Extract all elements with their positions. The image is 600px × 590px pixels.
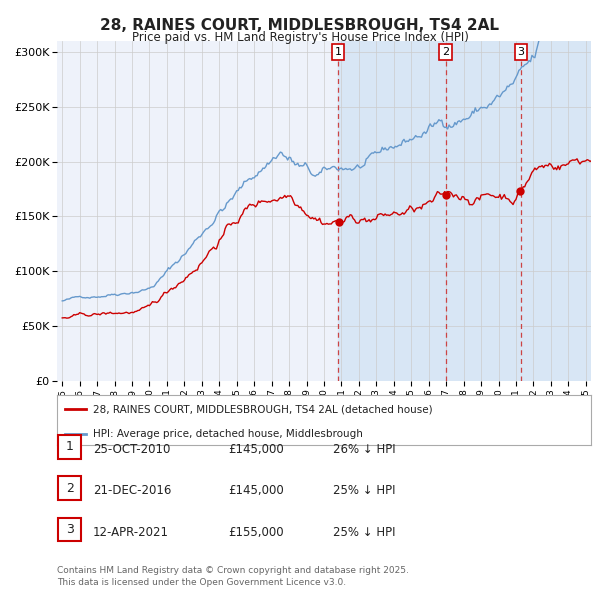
Text: 25% ↓ HPI: 25% ↓ HPI [333, 484, 395, 497]
Text: 1: 1 [335, 47, 341, 57]
Text: Contains HM Land Registry data © Crown copyright and database right 2025.
This d: Contains HM Land Registry data © Crown c… [57, 566, 409, 587]
Text: £155,000: £155,000 [228, 526, 284, 539]
FancyBboxPatch shape [58, 476, 81, 500]
Text: 2: 2 [442, 47, 449, 57]
FancyBboxPatch shape [58, 435, 81, 459]
Text: 3: 3 [65, 523, 74, 536]
Text: 1: 1 [65, 440, 74, 454]
Text: 28, RAINES COURT, MIDDLESBROUGH, TS4 2AL (detached house): 28, RAINES COURT, MIDDLESBROUGH, TS4 2AL… [94, 404, 433, 414]
FancyBboxPatch shape [58, 517, 81, 542]
Text: 25% ↓ HPI: 25% ↓ HPI [333, 526, 395, 539]
Text: £145,000: £145,000 [228, 443, 284, 456]
Text: 2: 2 [65, 481, 74, 495]
Text: 28, RAINES COURT, MIDDLESBROUGH, TS4 2AL: 28, RAINES COURT, MIDDLESBROUGH, TS4 2AL [101, 18, 499, 32]
Bar [338, 41, 600, 381]
Text: HPI: Average price, detached house, Middlesbrough: HPI: Average price, detached house, Midd… [94, 430, 363, 440]
Text: Price paid vs. HM Land Registry's House Price Index (HPI): Price paid vs. HM Land Registry's House … [131, 31, 469, 44]
Text: 12-APR-2021: 12-APR-2021 [93, 526, 169, 539]
Text: 3: 3 [517, 47, 524, 57]
Text: 26% ↓ HPI: 26% ↓ HPI [333, 443, 395, 456]
Text: 25-OCT-2010: 25-OCT-2010 [93, 443, 170, 456]
Text: £145,000: £145,000 [228, 484, 284, 497]
Text: 21-DEC-2016: 21-DEC-2016 [93, 484, 172, 497]
